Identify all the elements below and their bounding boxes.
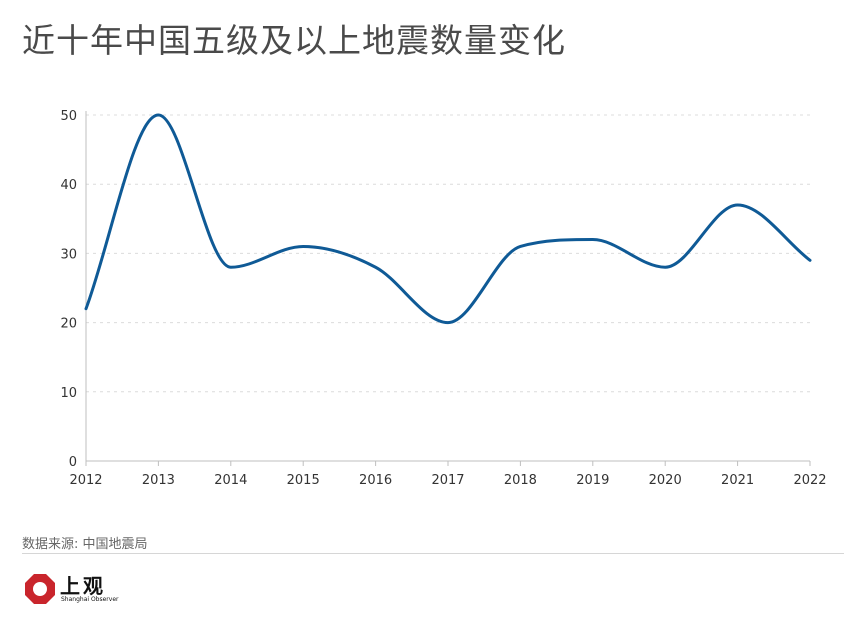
logo-wordmark: 上观 (60, 574, 106, 598)
x-tick-label-2018: 2018 (504, 473, 537, 488)
x-tick-label-2015: 2015 (287, 473, 320, 488)
x-tick-label-2012: 2012 (69, 473, 102, 488)
data-point-2013[interactable] (152, 109, 164, 121)
axes (85, 111, 810, 462)
x-tick-label-2022: 2022 (793, 473, 826, 488)
x-axis-ticks: 2012 2013 2014 2015 2016 2017 2018 2019 2020 2021… (69, 461, 827, 488)
data-point-2012[interactable] (80, 303, 92, 315)
data-point-2014[interactable] (225, 261, 237, 273)
y-tick-label-30: 30 (60, 247, 77, 262)
series-group (80, 109, 816, 329)
y-tick-label-10: 10 (60, 386, 77, 401)
data-point-2022[interactable] (804, 254, 816, 266)
octagon-logo-icon (25, 574, 55, 604)
data-point-2021[interactable] (732, 199, 744, 211)
x-tick-label-2017: 2017 (431, 473, 464, 488)
line-chart: 0 10 20 30 40 50 2012 2013 2014 2015 2016 2017 2018… (60, 109, 827, 488)
series-line-0 (84, 113, 812, 325)
x-tick-label-2014: 2014 (214, 473, 247, 488)
page-title: 近十年中国五级及以上地震数量变化 (22, 21, 566, 60)
y-tick-label-40: 40 (60, 178, 77, 193)
y-axis-ticks: 0 10 20 30 40 50 (60, 109, 77, 470)
x-tick-label-2021: 2021 (721, 473, 754, 488)
x-tick-label-2016: 2016 (359, 473, 392, 488)
data-point-2019[interactable] (587, 234, 599, 246)
gridlines (86, 114, 810, 393)
data-point-2016[interactable] (370, 261, 382, 273)
logo-subtitle: Shanghai Observer (61, 596, 119, 603)
y-tick-label-20: 20 (60, 317, 77, 332)
x-tick-label-2020: 2020 (649, 473, 682, 488)
data-source-note: 数据来源: 中国地震局 (22, 537, 148, 552)
footer-divider (22, 553, 844, 554)
y-tick-label-0: 0 (69, 455, 77, 470)
x-tick-label-2019: 2019 (576, 473, 609, 488)
x-tick-label-2013: 2013 (142, 473, 175, 488)
data-point-2018[interactable] (514, 240, 526, 252)
data-point-2017[interactable] (442, 317, 454, 329)
y-tick-label-50: 50 (60, 109, 77, 124)
data-point-2020[interactable] (659, 261, 671, 273)
data-point-2015[interactable] (297, 240, 309, 252)
